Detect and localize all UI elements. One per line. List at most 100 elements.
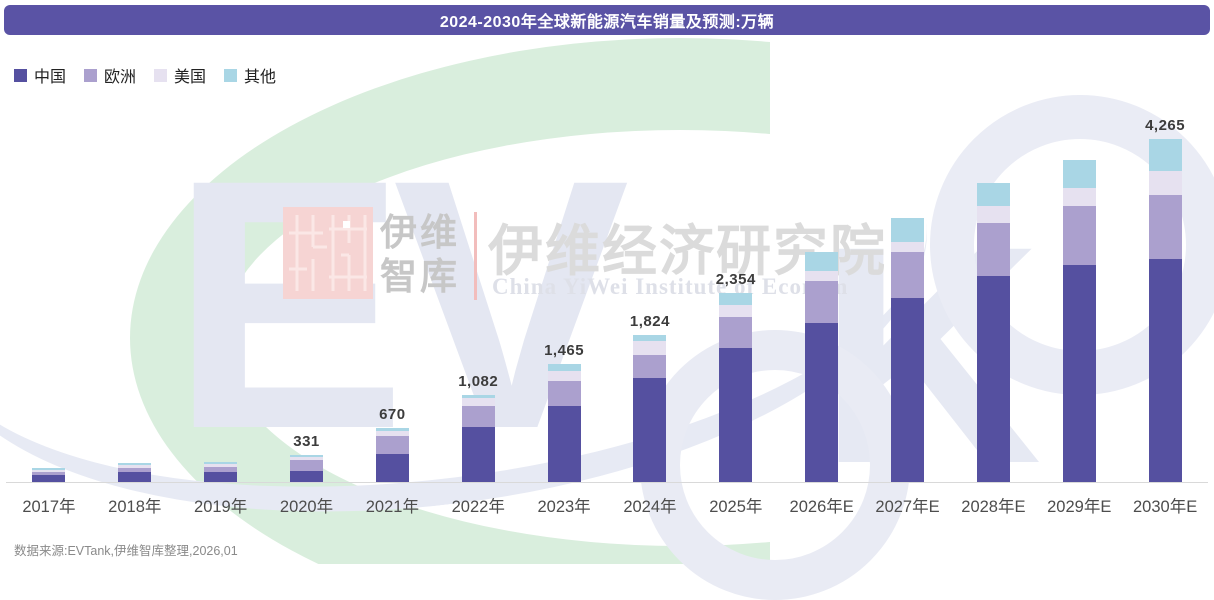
bar-segment-usa: [375, 431, 409, 437]
bar-segment-usa: [633, 341, 667, 355]
legend-label-usa: 美国: [174, 69, 207, 86]
bar-segment-europe: [547, 380, 581, 406]
bar-segment-europe: [719, 317, 753, 349]
bar-segment-usa: [118, 465, 152, 468]
bar-segment-others: [461, 395, 495, 399]
bar-total-label: 1,824: [629, 313, 670, 331]
bar-segment-usa: [805, 270, 839, 282]
bar-segment-china: [290, 471, 323, 482]
bar-segment-europe: [1062, 206, 1096, 265]
bar-segment-europe: [375, 436, 409, 454]
bar-segment-usa: [1148, 171, 1182, 196]
bar-stack: [1148, 139, 1182, 482]
bar-stack: [805, 252, 839, 482]
chart-title: 2024-2030年全球新能源汽车销量及预测:万辆: [439, 14, 775, 31]
bar-column-2021年: 670: [349, 82, 435, 482]
bar-segment-others: [547, 364, 581, 371]
bar-column-2024年: 1,824: [607, 82, 693, 482]
bar-segment-china: [375, 453, 409, 482]
bar-column-2026年E: [779, 82, 865, 482]
x-tick-label: 2028年E: [961, 498, 1026, 516]
x-tick-label: 2021年: [365, 498, 419, 516]
bar-segment-china: [118, 471, 152, 482]
x-tick-label: 2027年E: [875, 498, 940, 516]
bar-total-label: 1,082: [458, 373, 499, 391]
bar-segment-others: [805, 252, 839, 271]
bar-segment-others: [719, 292, 753, 305]
bar-segment-others: [32, 468, 66, 470]
bar-segment-china: [32, 474, 66, 482]
title-bar: 2024-2030年全球新能源汽车销量及预测:万辆: [4, 5, 1210, 35]
yiwei-logo-seal: [283, 207, 373, 299]
bar-stack: [633, 335, 667, 482]
x-tick-label: 2020年: [279, 498, 334, 516]
bar-segment-europe: [1148, 195, 1182, 259]
x-tick-label: 2023年: [537, 498, 591, 516]
bar-segment-europe: [118, 467, 152, 472]
bar-segment-europe: [461, 406, 495, 427]
bar-segment-others: [375, 428, 409, 432]
bar-stack: [375, 428, 409, 482]
bar-segment-china: [719, 348, 753, 482]
legend-label-china: 中国: [34, 69, 67, 86]
bar-column-2023年: 1,465: [521, 82, 607, 482]
bar-stack: [719, 292, 753, 482]
legend-item-europe: 欧洲: [84, 63, 136, 87]
bar-column-2029年E: [1036, 82, 1122, 482]
x-tick-label: 2030年E: [1132, 498, 1198, 516]
bar-total-label: 331: [293, 433, 320, 451]
bar-segment-usa: [891, 241, 925, 252]
bar-total-label: 2,354: [715, 270, 756, 288]
bar-column-2020年: 331: [264, 82, 350, 482]
x-tick-label: 2029年E: [1047, 498, 1112, 516]
bar-segment-europe: [32, 471, 66, 475]
bar-segment-europe: [633, 354, 667, 378]
institute-name-en-watermark: China YiWei Institute of Econom: [492, 274, 849, 299]
x-tick-label: 2026年E: [789, 498, 854, 516]
bar-segment-others: [1062, 160, 1096, 188]
bar-segment-usa: [976, 206, 1010, 223]
bar-stack: [976, 182, 1010, 482]
bar-segment-europe: [805, 281, 839, 324]
bar-segment-usa: [461, 398, 495, 406]
bar-segment-usa: [547, 370, 581, 381]
bar-column-2022年: 1,082: [435, 82, 521, 482]
legend-item-others: 其他: [224, 63, 276, 87]
x-tick-label: 2018年: [108, 498, 162, 516]
bar-segment-usa: [719, 304, 753, 318]
bar-segment-usa: [290, 457, 323, 461]
logo-divider: [474, 212, 477, 300]
bar-stack: [461, 395, 495, 482]
bar-segment-others: [633, 335, 667, 342]
x-axis-labels: 2017年 2018年 2019年 2020年 2021年 2022年 2023年 2024年…: [6, 493, 1208, 517]
legend-item-china: 中国: [14, 63, 66, 87]
legend: 中国 欧洲 美国 其他: [14, 63, 294, 87]
yiwei-zhiku-watermark: 伊维 智库: [380, 212, 460, 298]
bar-column-2030年E: 4,265: [1122, 82, 1208, 482]
bar-segment-europe: [204, 467, 238, 472]
legend-swatch-usa: [154, 68, 168, 82]
x-tick-label: 2025年: [709, 498, 763, 516]
bar-column-2019年: [178, 82, 264, 482]
legend-item-usa: 美国: [154, 63, 206, 87]
bar-segment-china: [547, 405, 581, 482]
x-tick-label: 2017年: [22, 498, 76, 516]
bar-stack: [547, 364, 581, 482]
bar-column-2017年: [6, 82, 92, 482]
legend-label-europe: 欧洲: [104, 69, 137, 86]
bars-area: 331 670 1,082 1,465 1,824 2,354 4,265: [6, 82, 1208, 482]
bar-stack: [118, 462, 152, 482]
bar-column-2027年E: [865, 82, 951, 482]
x-tick-label: 2022年: [451, 498, 505, 516]
bar-segment-others: [891, 218, 925, 242]
bar-segment-china: [976, 275, 1010, 482]
bar-total-label: 1,465: [544, 342, 585, 360]
bar-segment-europe: [290, 460, 323, 471]
bar-total-label: 4,265: [1145, 117, 1186, 135]
bar-segment-china: [633, 377, 667, 482]
x-tick-label: 2019年: [194, 498, 248, 516]
bar-column-2018年: [92, 82, 178, 482]
bar-segment-china: [204, 471, 238, 482]
bar-segment-others: [204, 461, 238, 465]
bar-total-label: 670: [379, 406, 406, 424]
